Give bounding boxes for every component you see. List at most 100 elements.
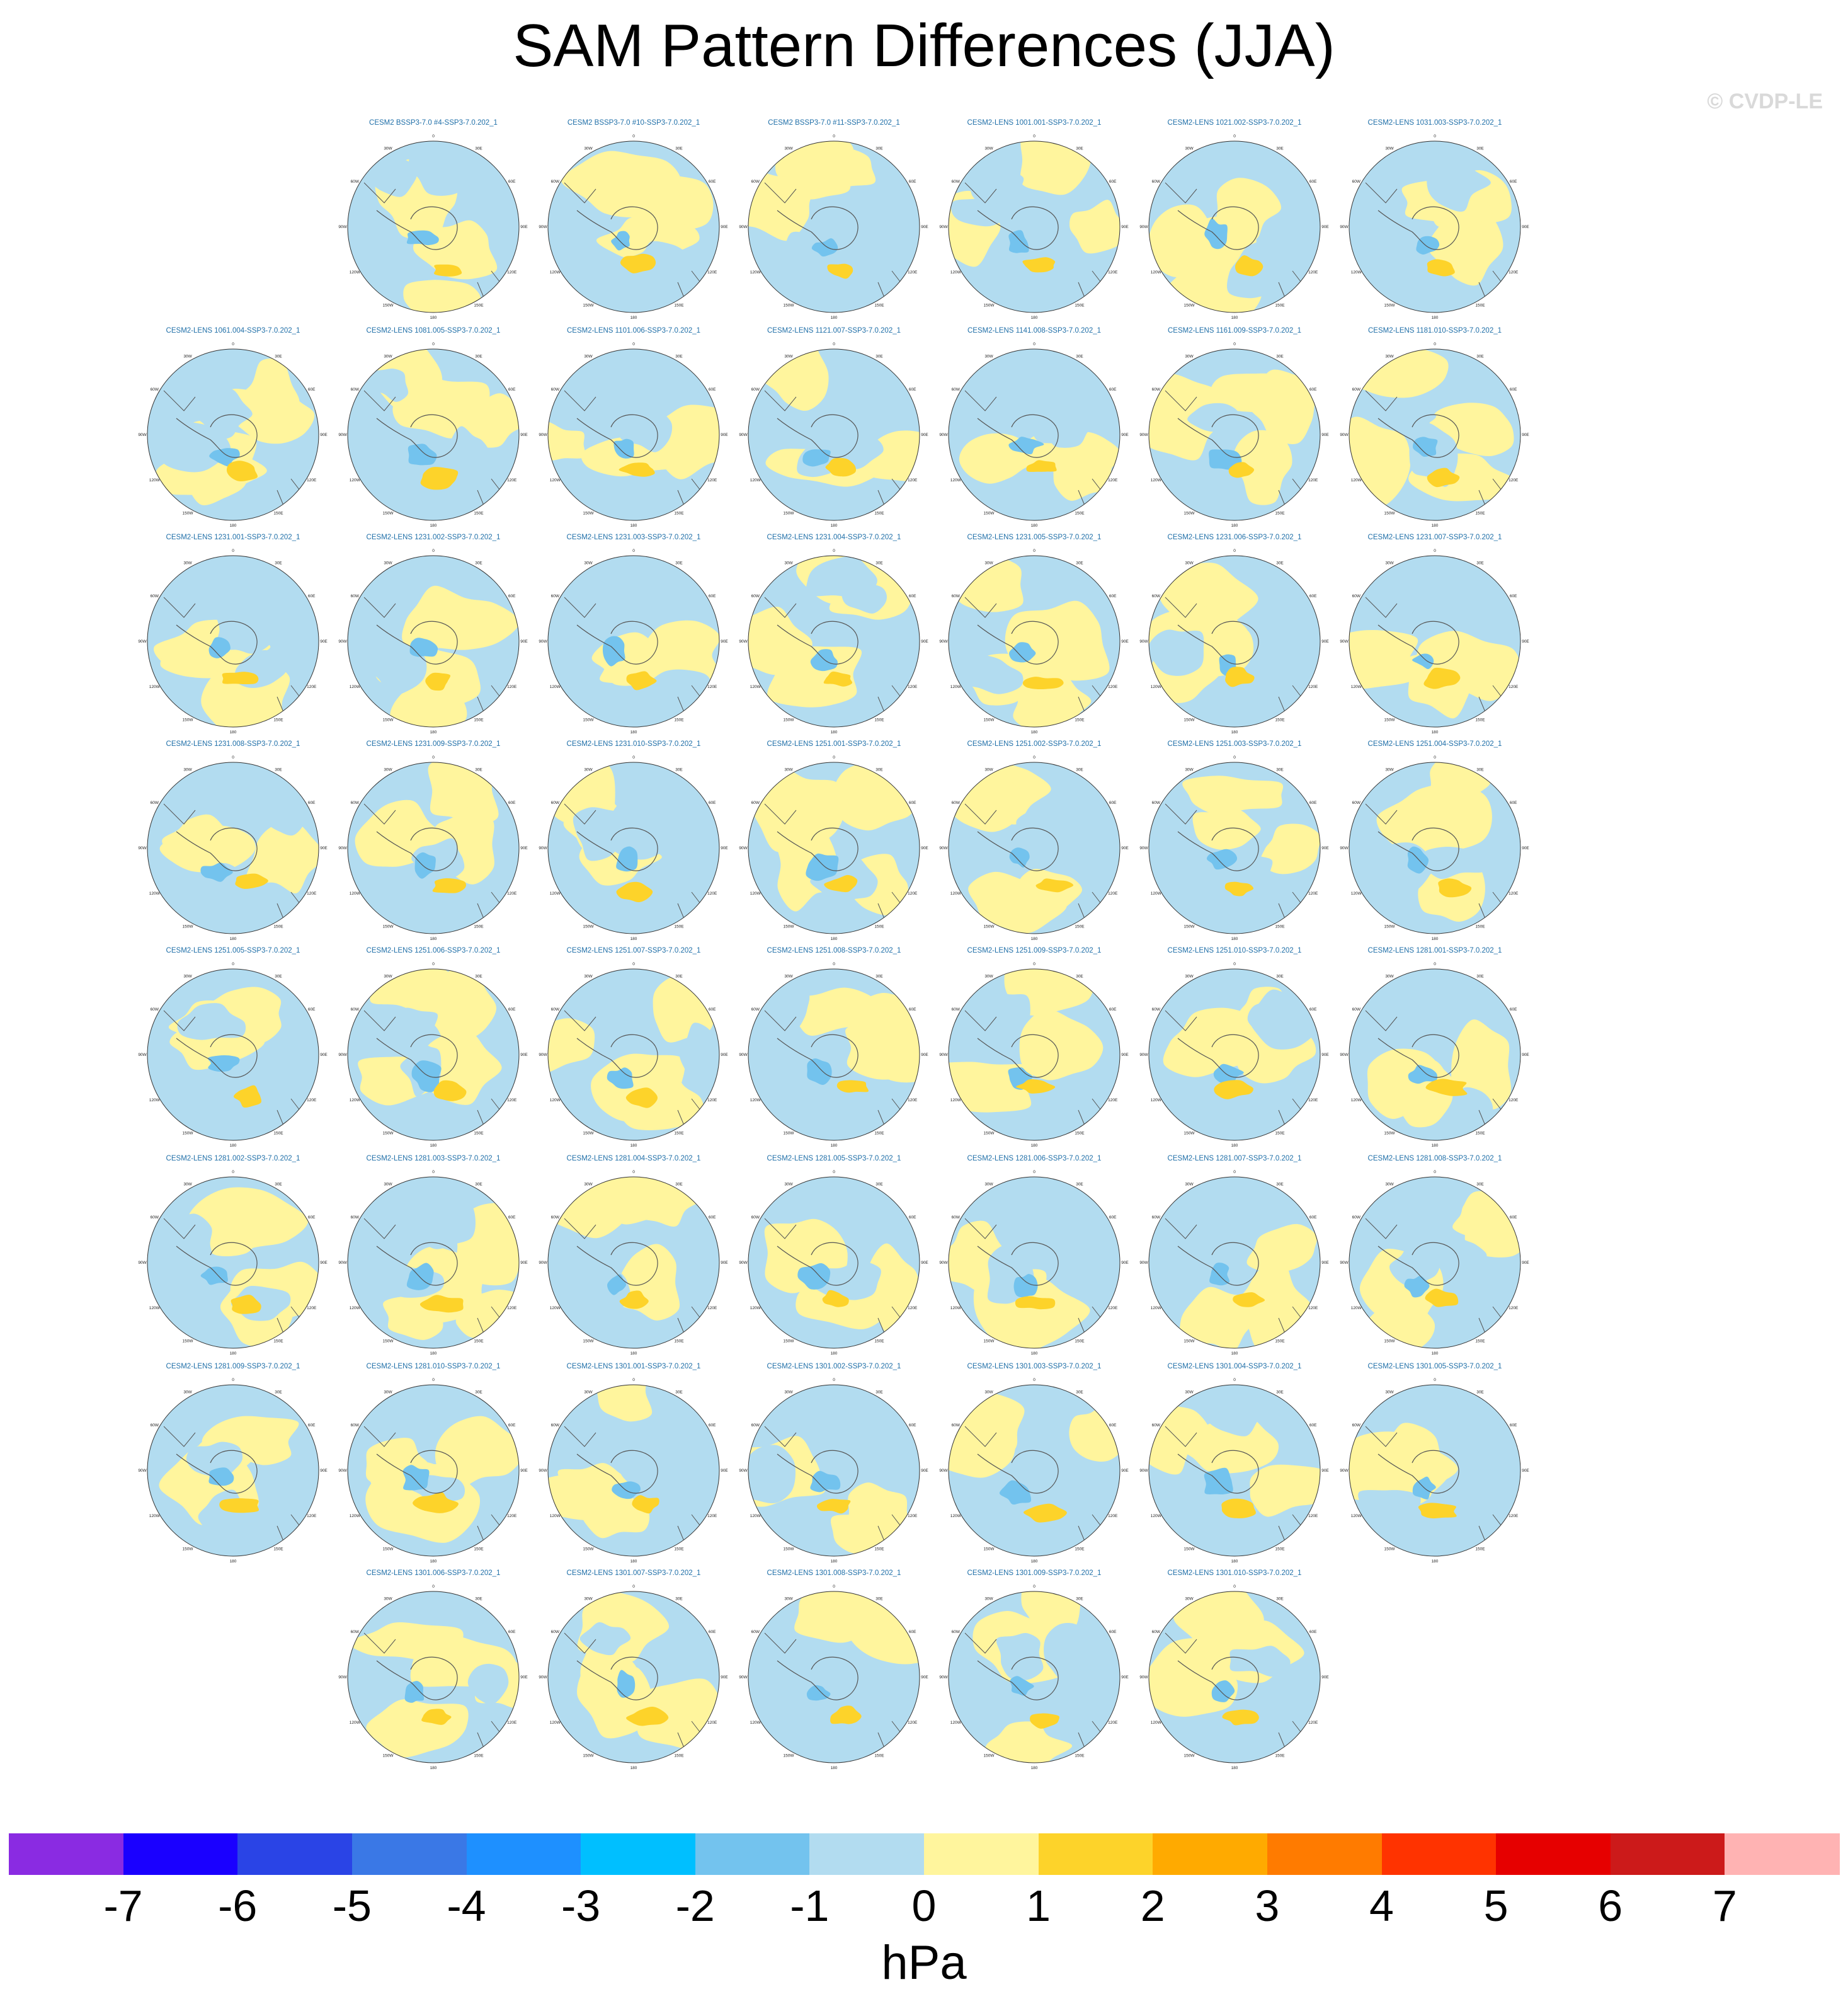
panel-title: CESM2-LENS 1231.002-SSP3-7.0.202_1 — [366, 534, 501, 541]
colorbar-tick: 3 — [1255, 1881, 1280, 1930]
longitude-label: 60W — [1152, 1215, 1161, 1220]
longitude-label: 150E — [1475, 512, 1485, 516]
map-panel: CESM2-LENS 1231.005-SSP3-7.0.202_1 0 30E 60… — [937, 534, 1132, 742]
map-boundary — [347, 348, 520, 521]
longitude-label: 30W — [984, 561, 993, 565]
longitude-label: 60E — [709, 801, 716, 805]
antarctica-coastline — [176, 621, 258, 665]
longitude-label: 30E — [1476, 146, 1484, 151]
longitude-label: 30W — [1185, 1596, 1194, 1601]
antarctica-coastline — [1377, 1450, 1459, 1494]
antarctica-coastline — [176, 414, 258, 458]
longitude-label: 180 — [430, 1143, 437, 1148]
map-panel: CESM2-LENS 1181.010-SSP3-7.0.202_1 0 30E 60… — [1337, 327, 1532, 535]
longitude-label: 180 — [230, 730, 237, 735]
longitude-label: 150E — [1275, 304, 1285, 308]
longitude-label: 30W — [984, 354, 993, 358]
positive-anomaly-region — [403, 280, 481, 312]
negative-core — [810, 1470, 841, 1493]
positive-core — [1222, 1709, 1259, 1726]
map-panel: CESM2-LENS 1301.009-SSP3-7.0.202_1 0 30E 60… — [937, 1569, 1132, 1777]
south-america-coastline — [163, 390, 196, 411]
longitude-label: 90E — [921, 639, 928, 644]
longitude-label: 90E — [921, 433, 928, 437]
polar-map: 0 30E 60E 90E 120E 150E 180 150W 120W 90W 60W 30W — [1340, 342, 1529, 528]
longitude-label: 90E — [721, 846, 728, 851]
longitude-label: 60E — [1109, 1007, 1117, 1012]
longitude-label: 120W — [1151, 1721, 1162, 1725]
panel-title: CESM2-LENS 1251.001-SSP3-7.0.202_1 — [767, 740, 901, 748]
longitude-label: 120E — [707, 1306, 717, 1310]
longitude-label: 90E — [1522, 433, 1529, 437]
map-panel: CESM2-LENS 1301.008-SSP3-7.0.202_1 0 30E 60… — [736, 1569, 932, 1777]
longitude-label: 150W — [583, 925, 595, 929]
longitude-label: 150W — [383, 1754, 394, 1758]
panel-title: CESM2-LENS 1251.003-SSP3-7.0.202_1 — [1167, 740, 1302, 748]
longitude-label: 0 — [632, 549, 635, 553]
longitude-label: 150E — [1075, 1132, 1085, 1136]
longitude-label: 90W — [1139, 846, 1148, 851]
longitude-label: 120W — [1151, 270, 1162, 275]
longitude-label: 60E — [909, 801, 916, 805]
polar-map: 0 30E 60E 90E 120E 150E 180 150W 120W 90W 60W 30W — [338, 134, 528, 320]
map-boundary — [1148, 1384, 1321, 1557]
panel-title: CESM2-LENS 1021.002-SSP3-7.0.202_1 — [1167, 119, 1302, 127]
longitude-label: 0 — [1233, 549, 1236, 553]
longitude-label: 60W — [751, 594, 760, 599]
antarctica-coastline — [777, 1450, 858, 1494]
polar-map: 0 30E 60E 90E 120E 150E 180 150W 120W 90W 60W 30W — [539, 342, 728, 528]
longitude-label: 0 — [833, 962, 835, 966]
longitude-label: 0 — [833, 1378, 835, 1382]
longitude-label: 60W — [551, 1630, 560, 1634]
negative-anomaly-region — [1389, 1242, 1440, 1287]
longitude-label: 0 — [1233, 1584, 1236, 1589]
antarctica-coastline — [977, 1034, 1059, 1078]
map-boundary — [748, 762, 920, 934]
panel-title: CESM2 BSSP3-7.0 #4-SSP3-7.0.202_1 — [369, 119, 498, 127]
longitude-label: 60E — [1510, 801, 1517, 805]
positive-core — [823, 671, 853, 687]
positive-anomaly-region — [949, 1427, 1015, 1478]
longitude-label: 150W — [1384, 1132, 1396, 1136]
panel-title: CESM2-LENS 1281.006-SSP3-7.0.202_1 — [967, 1155, 1102, 1162]
colorbar-tick: -7 — [103, 1881, 143, 1930]
map-boundary — [948, 1384, 1121, 1557]
polar-map: 0 30E 60E 90E 120E 150E 180 150W 120W 90W 60W 30W — [1340, 134, 1529, 320]
longitude-label: 180 — [831, 730, 838, 735]
longitude-label: 30W — [1185, 561, 1194, 565]
map-boundary — [1349, 140, 1521, 313]
longitude-label: 90E — [921, 1053, 928, 1057]
longitude-label: 150W — [583, 304, 595, 308]
polar-map: 0 30E 60E 90E 120E 150E 180 150W 120W 90W 60W 30W — [739, 342, 928, 528]
map-panel: CESM2-LENS 1101.006-SSP3-7.0.202_1 0 30E 60… — [536, 327, 731, 535]
longitude-label: 120W — [1151, 478, 1162, 483]
polar-map: 0 30E 60E 90E 120E 150E 180 150W 120W 90W 60W 30W — [739, 755, 928, 941]
longitude-label: 60E — [508, 1423, 516, 1428]
longitude-label: 150W — [383, 1339, 394, 1344]
negative-core — [811, 238, 838, 257]
longitude-label: 60E — [1309, 387, 1317, 392]
longitude-label: 120E — [1108, 270, 1118, 275]
longitude-label: 90W — [539, 1469, 547, 1473]
longitude-label: 90E — [520, 1675, 528, 1680]
longitude-label: 90E — [320, 1469, 328, 1473]
map-panel: CESM2-LENS 1281.001-SSP3-7.0.202_1 0 30E 60… — [1337, 947, 1532, 1155]
map-boundary — [147, 555, 319, 728]
negative-anomaly-region — [1440, 1233, 1487, 1275]
map-panel: CESM2-LENS 1251.008-SSP3-7.0.202_1 0 30E 60… — [736, 947, 932, 1155]
negative-anomaly-region — [1360, 573, 1429, 613]
polar-map: 0 30E 60E 90E 120E 150E 180 150W 120W 90W 60W 30W — [338, 1378, 528, 1564]
longitude-label: 150E — [273, 512, 283, 516]
map-panel: CESM2-LENS 1231.010-SSP3-7.0.202_1 0 30E 60… — [536, 740, 731, 948]
longitude-label: 180 — [230, 1351, 237, 1356]
negative-anomaly-region — [996, 1632, 1044, 1681]
longitude-label: 30E — [475, 974, 482, 978]
longitude-label: 120W — [1151, 891, 1162, 896]
negative-anomaly-region — [617, 1431, 671, 1494]
colorbar-segment — [123, 1833, 238, 1875]
map-panel: CESM2-LENS 1301.007-SSP3-7.0.202_1 0 30E 60… — [536, 1569, 731, 1777]
longitude-label: 30W — [384, 1596, 392, 1601]
longitude-label: 120W — [149, 1514, 161, 1518]
antarctica-coastline — [777, 1656, 858, 1700]
longitude-label: 150W — [183, 512, 194, 516]
